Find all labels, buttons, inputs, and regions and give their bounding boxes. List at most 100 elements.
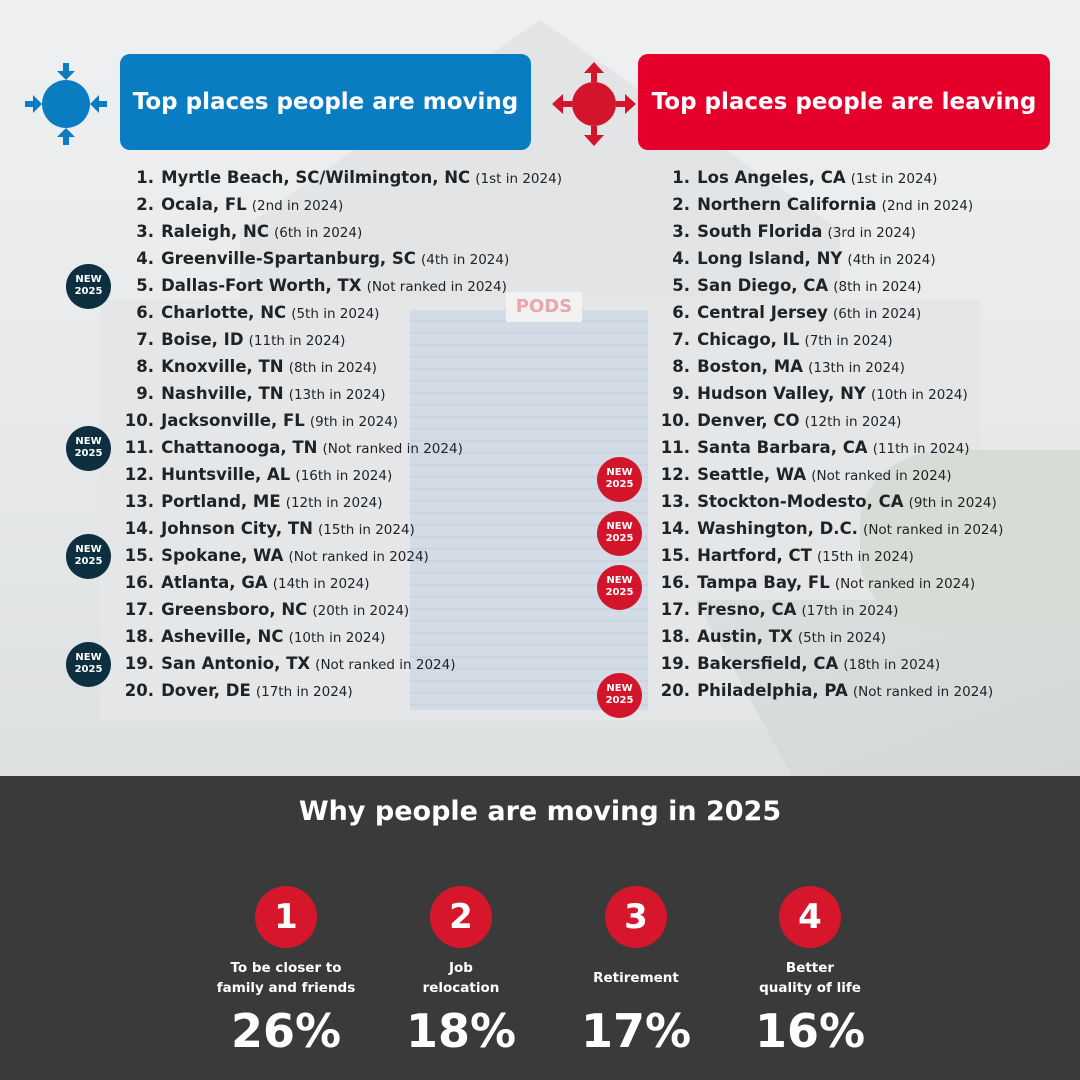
reason-percent: 18% — [405, 1004, 517, 1058]
previous-rank: (12th in 2024) — [285, 495, 383, 511]
list-item: 10. Denver, CO (12th in 2024) — [648, 407, 1003, 434]
list-item: 11. Chattanooga, TN (Not ranked in 2024) — [112, 434, 562, 461]
previous-rank: (Not ranked in 2024) — [366, 279, 507, 295]
new-2025-badge: NEW 2025 — [597, 672, 642, 718]
previous-rank: (8th in 2024) — [833, 279, 922, 295]
list-item: 19. Bakersfield, CA (18th in 2024) — [648, 650, 1003, 677]
rank-number: 15. — [124, 546, 154, 565]
list-item: 17. Greensboro, NC (20th in 2024) — [112, 596, 562, 623]
reason-label-line: family and friends — [216, 980, 356, 996]
leaving-list: 1. Los Angeles, CA (1st in 2024) 2. North… — [648, 164, 1004, 704]
list-item: 9. Hudson Valley, NY (10th in 2024) — [648, 380, 1003, 407]
list-item: 13. Stockton-Modesto, CA (9th in 2024) — [648, 488, 1003, 515]
rank-number: 17. — [660, 600, 690, 619]
reason-percent: 16% — [754, 1004, 866, 1058]
rank-number: 8. — [672, 357, 690, 376]
city-name: Greenville-Spartanburg, SC — [161, 249, 416, 268]
pods-logo-sign: PODS — [506, 292, 582, 322]
city-name: Ocala, FL — [161, 195, 247, 214]
rank-number: 8. — [136, 357, 154, 376]
rank-number: 2. — [136, 195, 154, 214]
shrubs — [860, 450, 1080, 630]
list-item: 2. Northern California (2nd in 2024) — [648, 191, 1003, 218]
rank-number: 5. — [672, 276, 690, 295]
rank-number: 6. — [672, 303, 690, 322]
reason-label-line: relocation — [422, 980, 500, 996]
rank-number: 7. — [672, 330, 690, 349]
previous-rank: (13th in 2024) — [288, 387, 386, 403]
list-item: 20. Philadelphia, PA (Not ranked in 2024… — [648, 677, 1003, 704]
city-name: Boise, ID — [161, 330, 244, 349]
rank-number: 1. — [136, 168, 154, 187]
rank-number: 3. — [672, 222, 690, 241]
reason-label: Retirement — [551, 958, 721, 998]
reason-item: 1 To be closer to family and friends 26% — [201, 886, 371, 1058]
city-name: Long Island, NY — [697, 249, 843, 268]
reason-number: 4 — [779, 886, 841, 948]
list-item: 10. Jacksonville, FL (9th in 2024) — [112, 407, 562, 434]
badge-line-1: NEW — [606, 467, 633, 478]
badge-line-1: NEW — [75, 436, 102, 447]
arrows-outward-icon — [552, 62, 636, 146]
city-name: Dover, DE — [161, 681, 251, 700]
reason-label-text: Job relocation — [423, 958, 500, 998]
city-name: Santa Barbara, CA — [697, 438, 868, 457]
reason-percent: 17% — [580, 1004, 692, 1058]
previous-rank: (9th in 2024) — [309, 414, 399, 430]
city-name: Denver, CO — [697, 411, 800, 430]
rank-number: 9. — [136, 384, 154, 403]
list-item: 17. Fresno, CA (17th in 2024) — [648, 596, 1003, 623]
list-item: 3. South Florida (3rd in 2024) — [648, 218, 1003, 245]
rank-number: 16. — [124, 573, 154, 592]
city-name: Nashville, TN — [161, 384, 284, 403]
rank-number: 3. — [136, 222, 154, 241]
city-name: Huntsville, AL — [161, 465, 291, 484]
new-2025-badge: NEW 2025 — [66, 425, 111, 471]
city-name: Spokane, WA — [161, 546, 284, 565]
badge-line-2: 2025 — [605, 479, 634, 490]
previous-rank: (Not ranked in 2024) — [852, 684, 994, 700]
city-name: Charlotte, NC — [161, 303, 287, 322]
badge-line-2: 2025 — [605, 533, 634, 544]
rank-number: 14. — [660, 519, 690, 538]
badge-line-1: NEW — [75, 544, 102, 555]
city-name: Fresno, CA — [697, 600, 797, 619]
list-item: 1. Los Angeles, CA (1st in 2024) — [648, 164, 1003, 191]
list-item: 8. Knoxville, TN (8th in 2024) — [112, 353, 562, 380]
badge-line-2: 2025 — [74, 286, 103, 297]
previous-rank: (10th in 2024) — [870, 387, 968, 403]
rank-number: 15. — [660, 546, 690, 565]
badge-line-1: NEW — [606, 521, 633, 532]
list-item: 2. Ocala, FL (2nd in 2024) — [112, 191, 562, 218]
list-item: 13. Portland, ME (12th in 2024) — [112, 488, 562, 515]
city-name: San Antonio, TX — [161, 654, 311, 673]
previous-rank: (2nd in 2024) — [881, 198, 974, 214]
pods-container-door — [410, 310, 648, 710]
rank-number: 4. — [672, 249, 690, 268]
reason-label-line: quality of life — [759, 980, 861, 996]
list-item: 8. Boston, MA (13th in 2024) — [648, 353, 1003, 380]
reason-item: 3 Retirement 17% — [551, 886, 721, 1058]
city-name: Tampa Bay, FL — [697, 573, 830, 592]
previous-rank: (18th in 2024) — [843, 657, 941, 673]
city-name: Austin, TX — [697, 627, 793, 646]
reason-label-line: Job — [449, 960, 473, 976]
list-item: 4. Greenville-Spartanburg, SC (4th in 20… — [112, 245, 562, 272]
list-item: 18. Austin, TX (5th in 2024) — [648, 623, 1003, 650]
new-2025-badge: NEW 2025 — [66, 263, 111, 309]
rank-number: 19. — [124, 654, 154, 673]
city-name: South Florida — [697, 222, 823, 241]
previous-rank: (15th in 2024) — [318, 522, 415, 538]
rank-number: 4. — [136, 249, 154, 268]
city-name: Stockton-Modesto, CA — [697, 492, 904, 511]
previous-rank: (12th in 2024) — [804, 414, 902, 430]
previous-rank: (Not ranked in 2024) — [315, 657, 456, 673]
rank-number: 18. — [660, 627, 690, 646]
reason-label-line: To be closer to — [230, 960, 342, 976]
previous-rank: (20th in 2024) — [312, 603, 410, 619]
arrows-inward-icon — [25, 63, 107, 145]
rank-number: 17. — [124, 600, 154, 619]
previous-rank: (17th in 2024) — [801, 603, 899, 619]
badge-line-2: 2025 — [605, 587, 634, 598]
previous-rank: (6th in 2024) — [274, 225, 363, 241]
